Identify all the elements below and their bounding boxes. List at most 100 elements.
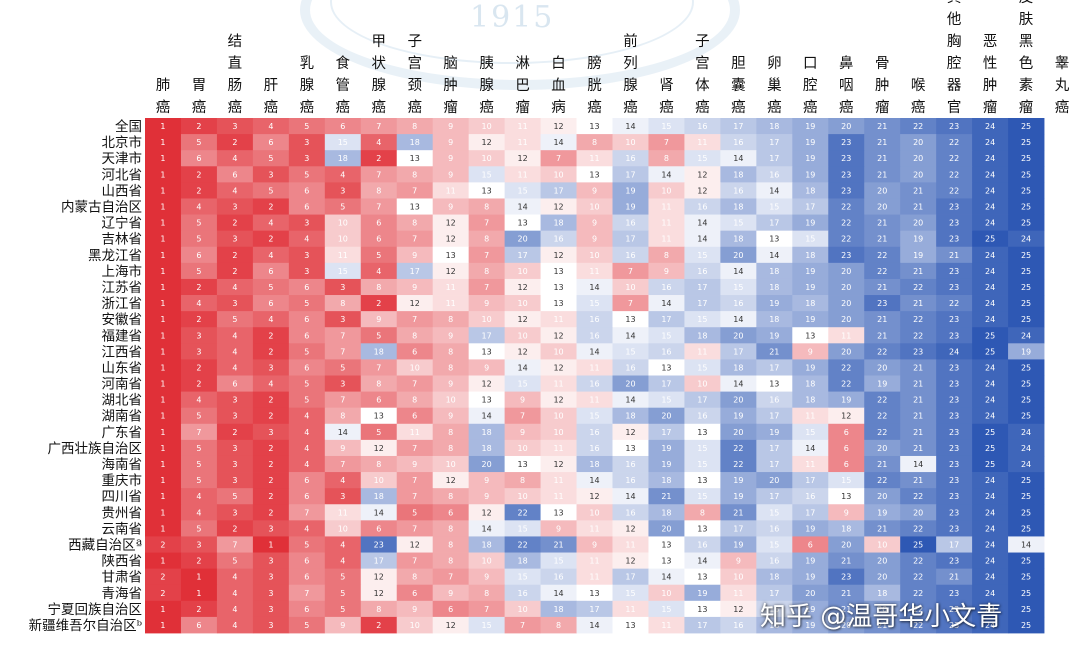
- cell-value-label: 25: [1021, 492, 1031, 501]
- cell-value-label: 16: [625, 476, 635, 485]
- heatmap-cell: [612, 295, 649, 312]
- cell-value-label: 11: [589, 573, 599, 582]
- heatmap-cell: [936, 600, 973, 618]
- heatmap-cell: [900, 568, 937, 586]
- heatmap-cell: [360, 439, 398, 457]
- heatmap-cell: [504, 504, 541, 521]
- heatmap-cell: [396, 488, 434, 505]
- cell-value-label: 8: [664, 154, 669, 163]
- cell-value-label: 2: [268, 444, 273, 453]
- heatmap-cell: [684, 455, 721, 473]
- cell-value-label: 25: [985, 460, 995, 469]
- heatmap-cell: [1008, 375, 1045, 392]
- heatmap-cell: [972, 198, 1009, 215]
- heatmap-cell: [540, 584, 577, 602]
- cell-value-label: 4: [340, 476, 345, 485]
- heatmap-cell: [720, 278, 757, 296]
- cell-value-label: 3: [340, 283, 345, 292]
- cell-value-label: 1: [160, 428, 165, 437]
- row-label: 福建省: [102, 328, 143, 344]
- cell-value-label: 13: [553, 299, 563, 308]
- cell-value-label: 21: [877, 460, 887, 469]
- heatmap-cell: [324, 359, 362, 376]
- cell-value-label: 18: [482, 540, 492, 549]
- cell-value-label: 25: [1021, 251, 1031, 260]
- cell-value-label: 8: [340, 412, 345, 421]
- cell-value-label: 17: [589, 605, 599, 614]
- heatmap-cell: [216, 295, 254, 312]
- heatmap-cell: [612, 198, 649, 215]
- heatmap-cell: [684, 118, 721, 135]
- cell-value-label: 20: [913, 154, 923, 163]
- cell-value-label: 15: [661, 605, 671, 614]
- heatmap-cell: [216, 359, 254, 376]
- heatmap-cell: [684, 375, 721, 392]
- heatmap-cell: [864, 343, 901, 360]
- cell-value-label: 4: [232, 283, 237, 292]
- cell-value-label: 7: [304, 589, 309, 598]
- heatmap-cell: [216, 182, 254, 199]
- heatmap-cell: [1008, 118, 1045, 135]
- heatmap-cell: [504, 568, 541, 586]
- cell-value-label: 5: [196, 524, 201, 533]
- row-label: 新疆维吾尔自治区ᵇ: [29, 618, 143, 634]
- heatmap-cell: [145, 230, 182, 248]
- cell-value-label: 22: [913, 573, 923, 582]
- heatmap-cell: [648, 600, 685, 618]
- cell-value-label: 15: [733, 219, 743, 228]
- row-label: 山西省: [102, 183, 143, 199]
- heatmap-cell: [432, 262, 470, 280]
- heatmap-cell: [756, 359, 793, 376]
- cell-value-label: 7: [484, 219, 489, 228]
- cell-value-label: 4: [232, 605, 237, 614]
- heatmap-cell: [720, 600, 757, 618]
- heatmap-cell: [396, 182, 434, 199]
- heatmap-cell: [900, 423, 937, 441]
- cell-value-label: 9: [808, 347, 813, 356]
- cell-value-label: 20: [805, 589, 815, 598]
- heatmap-cell: [720, 488, 757, 505]
- cell-value-label: 12: [446, 219, 456, 228]
- heatmap-cell: [684, 262, 721, 280]
- cell-value-label: 4: [232, 363, 237, 372]
- cell-value-label: 17: [553, 186, 563, 195]
- cell-value-label: 16: [661, 283, 671, 292]
- cell-value-label: 13: [518, 219, 528, 228]
- cell-value-label: 16: [769, 557, 779, 566]
- cell-value-label: 23: [949, 122, 959, 131]
- heatmap-cell: [540, 504, 577, 521]
- cell-value-label: 18: [733, 235, 743, 244]
- cell-value-label: 5: [268, 283, 273, 292]
- heatmap-cell: [468, 488, 506, 505]
- heatmap-cell: [180, 343, 218, 360]
- heatmap-cell: [145, 472, 182, 489]
- heatmap-cell: [180, 134, 218, 151]
- heatmap-cell: [1008, 439, 1045, 457]
- heatmap-cell: [145, 182, 182, 199]
- cell-value-label: 4: [196, 508, 201, 517]
- cell-value-label: 15: [518, 573, 528, 582]
- cell-value-label: 6: [196, 251, 201, 260]
- heatmap-cell: [504, 552, 541, 570]
- cell-value-label: 23: [949, 428, 959, 437]
- heatmap-cell: [432, 134, 470, 151]
- cell-value-label: 8: [448, 557, 453, 566]
- cell-value-label: 15: [697, 460, 707, 469]
- heatmap-cell: [396, 214, 434, 232]
- heatmap-cell: [540, 552, 577, 570]
- heatmap-cell: [324, 439, 362, 457]
- cell-value-label: 12: [553, 251, 563, 260]
- cell-value-label: 24: [985, 170, 995, 179]
- cell-value-label: 23: [841, 186, 851, 195]
- cell-value-label: 11: [553, 315, 563, 324]
- heatmap-cell: [828, 134, 865, 151]
- cell-value-label: 21: [877, 315, 887, 324]
- heatmap-cell: [756, 407, 793, 425]
- cell-value-label: 11: [410, 428, 420, 437]
- heatmap-cell: [1008, 278, 1045, 296]
- heatmap-cell: [288, 455, 326, 473]
- cell-value-label: 5: [340, 363, 345, 372]
- heatmap-cell: [396, 246, 434, 264]
- heatmap-cell: [540, 198, 577, 215]
- cell-value-label: 20: [877, 573, 887, 582]
